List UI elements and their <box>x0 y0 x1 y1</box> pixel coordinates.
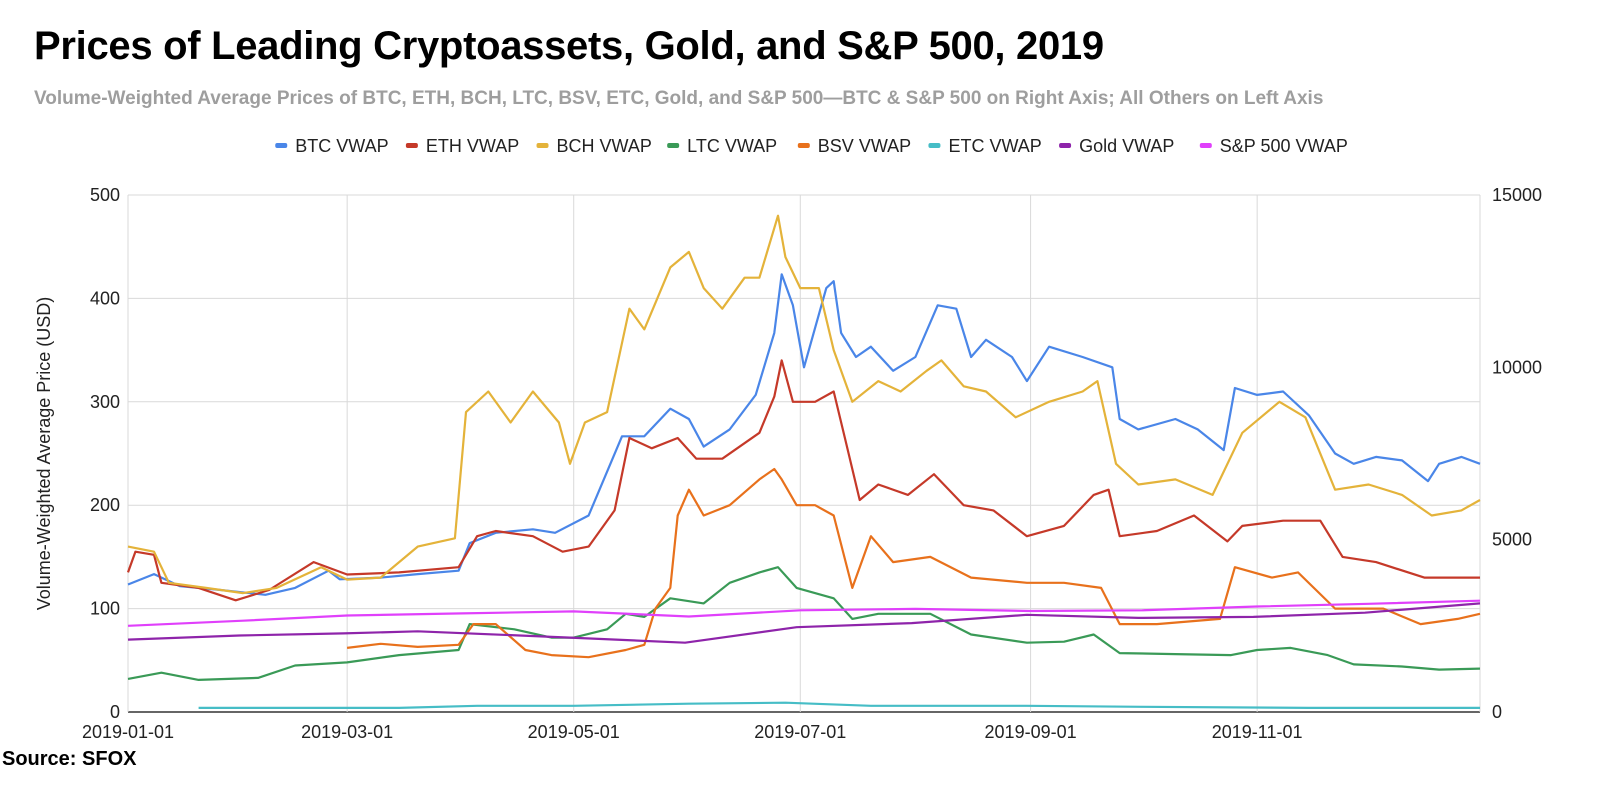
x-tick-label: 2019-01-01 <box>82 722 174 742</box>
legend-label: ETH VWAP <box>426 136 519 156</box>
y-tick-label: 0 <box>110 702 120 722</box>
x-tick-label: 2019-05-01 <box>528 722 620 742</box>
series-line-etc-vwap <box>198 701 1480 710</box>
legend-swatch <box>536 143 549 148</box>
y2-tick-label: 15000 <box>1492 185 1542 205</box>
y-tick-label: 300 <box>90 392 120 412</box>
legend-label: S&P 500 VWAP <box>1220 136 1348 156</box>
series-line-gold-vwap <box>127 602 1481 644</box>
series-lines <box>126 214 1481 710</box>
legend-swatch <box>1199 143 1212 148</box>
legend-label: BSV VWAP <box>818 136 911 156</box>
series-line-eth-vwap <box>126 359 1480 602</box>
legend-swatch <box>405 143 418 148</box>
legend-swatch <box>275 143 288 148</box>
gridlines <box>127 194 1481 713</box>
y2-tick-label: 10000 <box>1492 357 1542 377</box>
source-note: Source: SFOX <box>2 748 137 770</box>
legend-swatch <box>797 143 810 148</box>
y-tick-label: 500 <box>90 185 120 205</box>
legend-label: BTC VWAP <box>295 136 388 156</box>
axes: 01002003004005000500010000150002019-01-0… <box>34 185 1542 742</box>
series-line-ltc-vwap <box>127 566 1481 682</box>
legend-label: Gold VWAP <box>1079 136 1174 156</box>
series-line-bch-vwap <box>127 214 1481 595</box>
legend-label: LTC VWAP <box>687 136 777 156</box>
y-tick-label: 200 <box>90 495 120 515</box>
x-tick-label: 2019-07-01 <box>754 722 846 742</box>
y-tick-label: 100 <box>90 599 120 619</box>
legend-label: BCH VWAP <box>557 136 652 156</box>
chart-title: Prices of Leading Cryptoassets, Gold, an… <box>34 24 1104 68</box>
x-tick-label: 2019-09-01 <box>985 722 1077 742</box>
x-tick-label: 2019-11-01 <box>1212 722 1303 742</box>
y2-tick-label: 5000 <box>1492 530 1532 550</box>
legend-swatch <box>667 143 680 148</box>
y-axis-title: Volume-Weighted Average Price (USD) <box>34 297 54 610</box>
legend: BTC VWAP ETH VWAP BCH VWAP LTC VWAP BSV VWAP… <box>275 136 1348 156</box>
legend-swatch <box>928 143 941 148</box>
y-tick-label: 400 <box>90 288 120 308</box>
legend-swatch <box>1059 143 1072 148</box>
legend-label: ETC VWAP <box>948 136 1041 156</box>
series-line-bsv-vwap <box>346 467 1481 659</box>
series-line-btc-vwap <box>127 273 1481 596</box>
series-line-s-p-500-vwap <box>127 599 1481 627</box>
y2-tick-label: 0 <box>1492 702 1502 722</box>
x-tick-label: 2019-03-01 <box>301 722 393 742</box>
chart-subtitle: Volume-Weighted Average Prices of BTC, E… <box>34 88 1324 109</box>
